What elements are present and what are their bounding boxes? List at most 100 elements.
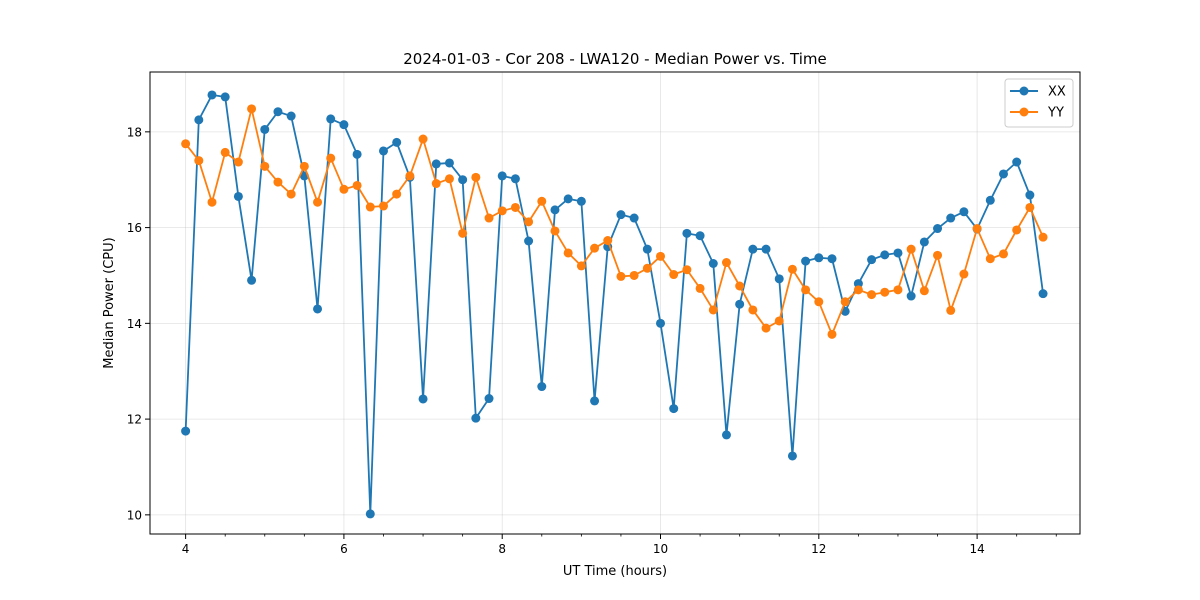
data-point-xx [220, 92, 230, 102]
data-point-xx [985, 195, 995, 205]
x-tick-label: 14 [969, 542, 984, 556]
data-point-xx [814, 253, 824, 263]
data-point-yy [524, 217, 534, 227]
data-point-yy [392, 189, 402, 199]
data-point-yy [682, 265, 692, 275]
data-point-yy [537, 196, 547, 206]
data-point-yy [880, 287, 890, 297]
data-point-xx [431, 159, 441, 169]
data-point-yy [919, 286, 929, 296]
data-point-xx [735, 299, 745, 309]
data-point-yy [444, 174, 454, 184]
data-point-yy [708, 305, 718, 315]
data-point-xx [998, 169, 1008, 179]
data-point-yy [656, 251, 666, 261]
data-point-yy [946, 305, 956, 315]
data-point-yy [365, 202, 375, 212]
data-point-yy [893, 285, 903, 295]
data-point-xx [378, 146, 388, 156]
data-point-yy [497, 206, 507, 216]
data-point-xx [181, 426, 191, 436]
data-point-xx [471, 413, 481, 423]
data-point-xx [959, 207, 969, 217]
data-point-yy [774, 316, 784, 326]
data-point-yy [458, 228, 468, 238]
data-point-yy [576, 261, 586, 271]
data-point-yy [985, 254, 995, 264]
data-point-xx [352, 149, 362, 159]
data-point-xx [392, 137, 402, 147]
data-point-yy [313, 197, 323, 207]
data-point-yy [352, 180, 362, 190]
data-point-yy [273, 177, 283, 187]
data-point-xx [1038, 289, 1048, 299]
data-point-yy [299, 161, 309, 171]
data-point-yy [867, 290, 877, 300]
data-point-xx [801, 256, 811, 266]
data-point-xx [774, 274, 784, 284]
data-point-xx [365, 509, 375, 519]
data-point-yy [260, 161, 270, 171]
data-point-yy [827, 329, 837, 339]
data-point-xx [444, 158, 454, 168]
data-point-xx [510, 174, 520, 184]
data-point-yy [563, 248, 573, 258]
data-point-xx [537, 382, 547, 392]
data-point-xx [867, 255, 877, 265]
data-point-xx [880, 250, 890, 260]
data-point-yy [550, 226, 560, 236]
data-point-yy [748, 305, 758, 315]
data-point-yy [669, 270, 679, 280]
legend-marker-xx [1019, 86, 1029, 96]
data-point-xx [260, 124, 270, 134]
data-point-yy [998, 249, 1008, 259]
legend-label-yy: YY [1047, 106, 1064, 121]
data-point-xx [853, 279, 863, 289]
data-point-yy [207, 197, 217, 207]
data-point-xx [682, 228, 692, 238]
y-axis-label: Median Power (CPU) [102, 237, 117, 368]
data-point-xx [919, 237, 929, 247]
data-point-yy [286, 189, 296, 199]
data-point-yy [247, 104, 257, 114]
data-point-xx [893, 248, 903, 258]
data-point-xx [524, 236, 534, 246]
data-point-xx [458, 175, 468, 185]
data-point-xx [946, 213, 956, 223]
data-point-yy [431, 179, 441, 189]
data-point-xx [339, 120, 349, 130]
series-line-yy [184, 107, 1044, 336]
data-point-xx [207, 90, 217, 100]
data-point-xx [247, 275, 257, 285]
x-tick-label: 8 [498, 542, 506, 556]
x-axis: 4 6 8 10 12 14 [182, 534, 1057, 556]
y-tick-label: 12 [127, 413, 142, 427]
data-series [181, 90, 1048, 519]
data-point-yy [761, 323, 771, 333]
data-point-yy [906, 244, 916, 254]
data-point-xx [642, 244, 652, 254]
x-axis-label: UT Time (hours) [563, 564, 667, 579]
data-point-xx [1025, 190, 1035, 200]
data-point-yy [721, 258, 731, 268]
data-point-yy [220, 147, 230, 157]
data-point-xx [273, 107, 283, 117]
legend: XX YY [1004, 78, 1074, 128]
data-point-xx [233, 191, 243, 201]
data-point-yy [787, 264, 797, 274]
data-point-yy [853, 285, 863, 295]
data-point-yy [510, 202, 520, 212]
data-point-yy [603, 236, 613, 246]
data-point-yy [418, 134, 428, 144]
data-point-yy [405, 171, 415, 181]
data-point-xx [194, 115, 204, 125]
data-point-yy [629, 270, 639, 280]
data-point-xx [286, 111, 296, 121]
data-point-xx [313, 304, 323, 314]
data-point-yy [378, 201, 388, 211]
data-point-yy [471, 172, 481, 182]
series-yy [181, 104, 1048, 339]
legend-marker-yy [1019, 107, 1029, 117]
y-tick-label: 14 [127, 317, 142, 331]
data-point-yy [1038, 232, 1048, 242]
